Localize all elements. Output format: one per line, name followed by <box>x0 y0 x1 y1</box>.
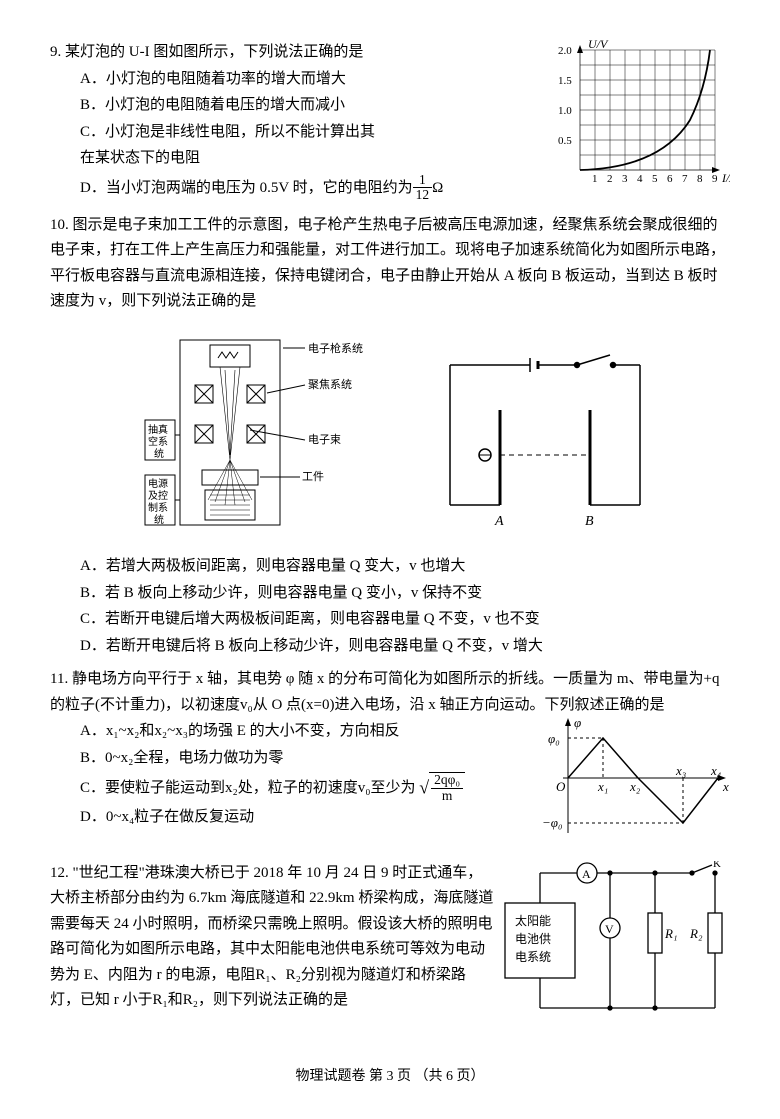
ui-graph-svg: U/V 2.0 1.5 1.0 0.5 12 34 56 78 9 I/A <box>555 40 730 195</box>
svg-text:9: 9 <box>712 173 718 185</box>
svg-text:x₄: x₄ <box>710 763 722 778</box>
question-9: 9. 某灯泡的 U-I 图如图所示，下列说法正确的是 A．小灯泡的电阻随着功率的… <box>50 40 730 205</box>
svg-text:电系统: 电系统 <box>515 950 551 964</box>
q10-stem: 图示是电子束加工工件的示意图，电子枪产生热电子后被高压电源加速，经聚焦系统会聚成… <box>50 217 725 310</box>
q11-opt-c: C．要使粒子能运动到x₂处，粒子的初速度v₀至少为 √2qφ₀m <box>80 772 540 804</box>
svg-text:x: x <box>722 779 729 794</box>
svg-text:x₃: x₃ <box>675 763 686 778</box>
svg-text:1: 1 <box>592 173 598 185</box>
q11-c-pre: C．要使粒子能运动到x₂处，粒子的初速度v₀至少为 <box>80 780 419 796</box>
svg-text:0.5: 0.5 <box>558 135 572 147</box>
svg-text:O: O <box>556 779 566 794</box>
q10-opt-a: A．若增大两极板间距离，则电容器电量 Q 变大，v 也增大 <box>80 554 730 580</box>
q12-circuit: A K 太阳能 电池供 电系统 V <box>495 861 730 1036</box>
q10-plate-b: B <box>585 514 594 529</box>
q9-stem: 某灯泡的 U-I 图如图所示，下列说法正确的是 <box>65 44 363 60</box>
svg-text:R₁: R₁ <box>664 926 677 941</box>
q11-graph: φ φ₀ −φ₀ O x₁ x₂ x₃ x₄ x <box>540 718 730 853</box>
q10-svg: 电子枪系统 聚焦系统 电子束 抽真空系统 <box>100 325 680 535</box>
page-footer: 物理试题卷 第 3 页 （共 6 页） <box>50 1065 730 1089</box>
q10-num: 10. <box>50 217 69 233</box>
svg-text:x₁: x₁ <box>597 779 608 794</box>
svg-text:−φ₀: −φ₀ <box>542 815 562 830</box>
q9-ylabel: U/V <box>588 40 609 51</box>
question-12: 12. "世纪工程"港珠澳大桥已于 2018 年 10 月 24 日 9 时正式… <box>50 861 730 1036</box>
svg-text:及控: 及控 <box>148 489 168 502</box>
svg-text:8: 8 <box>697 173 703 185</box>
q9-d-unit: Ω <box>432 179 443 195</box>
q10-plate-a: A <box>494 514 504 529</box>
svg-text:K: K <box>713 861 721 870</box>
q10-work-label: 工件 <box>302 470 324 483</box>
svg-text:1.5: 1.5 <box>558 75 572 87</box>
question-10: 10. 图示是电子束加工工件的示意图，电子枪产生热电子后被高压电源加速，经聚焦系… <box>50 213 730 660</box>
svg-text:x₂: x₂ <box>629 779 641 794</box>
q12-num: 12. <box>50 865 69 881</box>
svg-text:φ: φ <box>574 718 581 730</box>
svg-text:统: 统 <box>154 447 164 460</box>
svg-text:空系: 空系 <box>148 435 168 448</box>
q10-opt-d: D．若断开电键后将 B 板向上移动少许，则电容器电量 Q 不变，v 增大 <box>80 634 730 660</box>
q10-gun-label: 电子枪系统 <box>308 341 363 355</box>
svg-text:φ₀: φ₀ <box>548 731 560 746</box>
svg-text:电源: 电源 <box>148 477 168 490</box>
svg-text:抽真: 抽真 <box>148 423 168 436</box>
q9-d-den: 12 <box>413 188 433 203</box>
q11-num: 11. <box>50 671 68 687</box>
q9-d-num: 1 <box>413 173 433 189</box>
q11-c-den: m <box>431 789 463 804</box>
svg-text:A: A <box>582 867 591 881</box>
q9-opt-a: A．小灯泡的电阻随着功率的增大而增大 <box>80 67 555 93</box>
q9-opt-c-line2: 在某状态下的电阻 <box>80 146 555 172</box>
q9-xlabel: I/A <box>721 171 730 185</box>
q9-opt-d: D．当小灯泡两端的电压为 0.5V 时，它的电阻约为112Ω <box>80 173 555 204</box>
q11-stem: 静电场方向平行于 x 轴，其电势 φ 随 x 的分布可简化为如图所示的折线。一质… <box>50 671 720 713</box>
q9-num: 9. <box>50 44 61 60</box>
svg-text:6: 6 <box>667 173 673 185</box>
svg-text:3: 3 <box>622 173 628 185</box>
q10-opt-c: C．若断开电键后增大两极板间距离，则电容器电量 Q 不变，v 也不变 <box>80 607 730 633</box>
q10-beam-label: 电子束 <box>308 433 341 446</box>
svg-text:太阳能: 太阳能 <box>515 913 551 928</box>
svg-text:7: 7 <box>682 173 688 185</box>
q10-diagrams: 电子枪系统 聚焦系统 电子束 抽真空系统 <box>50 325 730 545</box>
question-11: 11. 静电场方向平行于 x 轴，其电势 φ 随 x 的分布可简化为如图所示的折… <box>50 667 730 853</box>
q11-opt-b: B．0~x₂全程，电场力做功为零 <box>80 746 540 772</box>
svg-text:制系: 制系 <box>148 501 168 514</box>
svg-text:2.0: 2.0 <box>558 45 572 57</box>
q9-opt-b: B．小灯泡的电阻随着电压的增大而减小 <box>80 93 555 119</box>
q9-opt-c-line1: C．小灯泡是非线性电阻，所以不能计算出其 <box>80 120 555 146</box>
q9-d-pre: D．当小灯泡两端的电压为 0.5V 时，它的电阻约为 <box>80 179 413 195</box>
q12-stem: "世纪工程"港珠澳大桥已于 2018 年 10 月 24 日 9 时正式通车，大… <box>50 865 493 1009</box>
svg-text:4: 4 <box>637 173 643 185</box>
svg-text:V: V <box>605 922 614 936</box>
q9-graph: U/V 2.0 1.5 1.0 0.5 12 34 56 78 9 I/A <box>555 40 730 205</box>
svg-text:1.0: 1.0 <box>558 105 572 117</box>
svg-text:2: 2 <box>607 173 613 185</box>
q10-focus-label: 聚焦系统 <box>308 378 352 391</box>
svg-text:R₂: R₂ <box>689 926 703 941</box>
svg-text:电池供: 电池供 <box>515 932 551 946</box>
q11-opt-d: D．0~x₄粒子在做反复运动 <box>80 805 540 831</box>
q10-opt-b: B．若 B 板向上移动少许，则电容器电量 Q 变小，v 保持不变 <box>80 581 730 607</box>
q11-opt-a: A．x₁~x₂和x₂~x₃的场强 E 的大小不变，方向相反 <box>80 719 540 745</box>
svg-text:统: 统 <box>154 513 164 526</box>
svg-text:5: 5 <box>652 173 658 185</box>
q11-c-num: 2qφ₀ <box>431 773 463 789</box>
